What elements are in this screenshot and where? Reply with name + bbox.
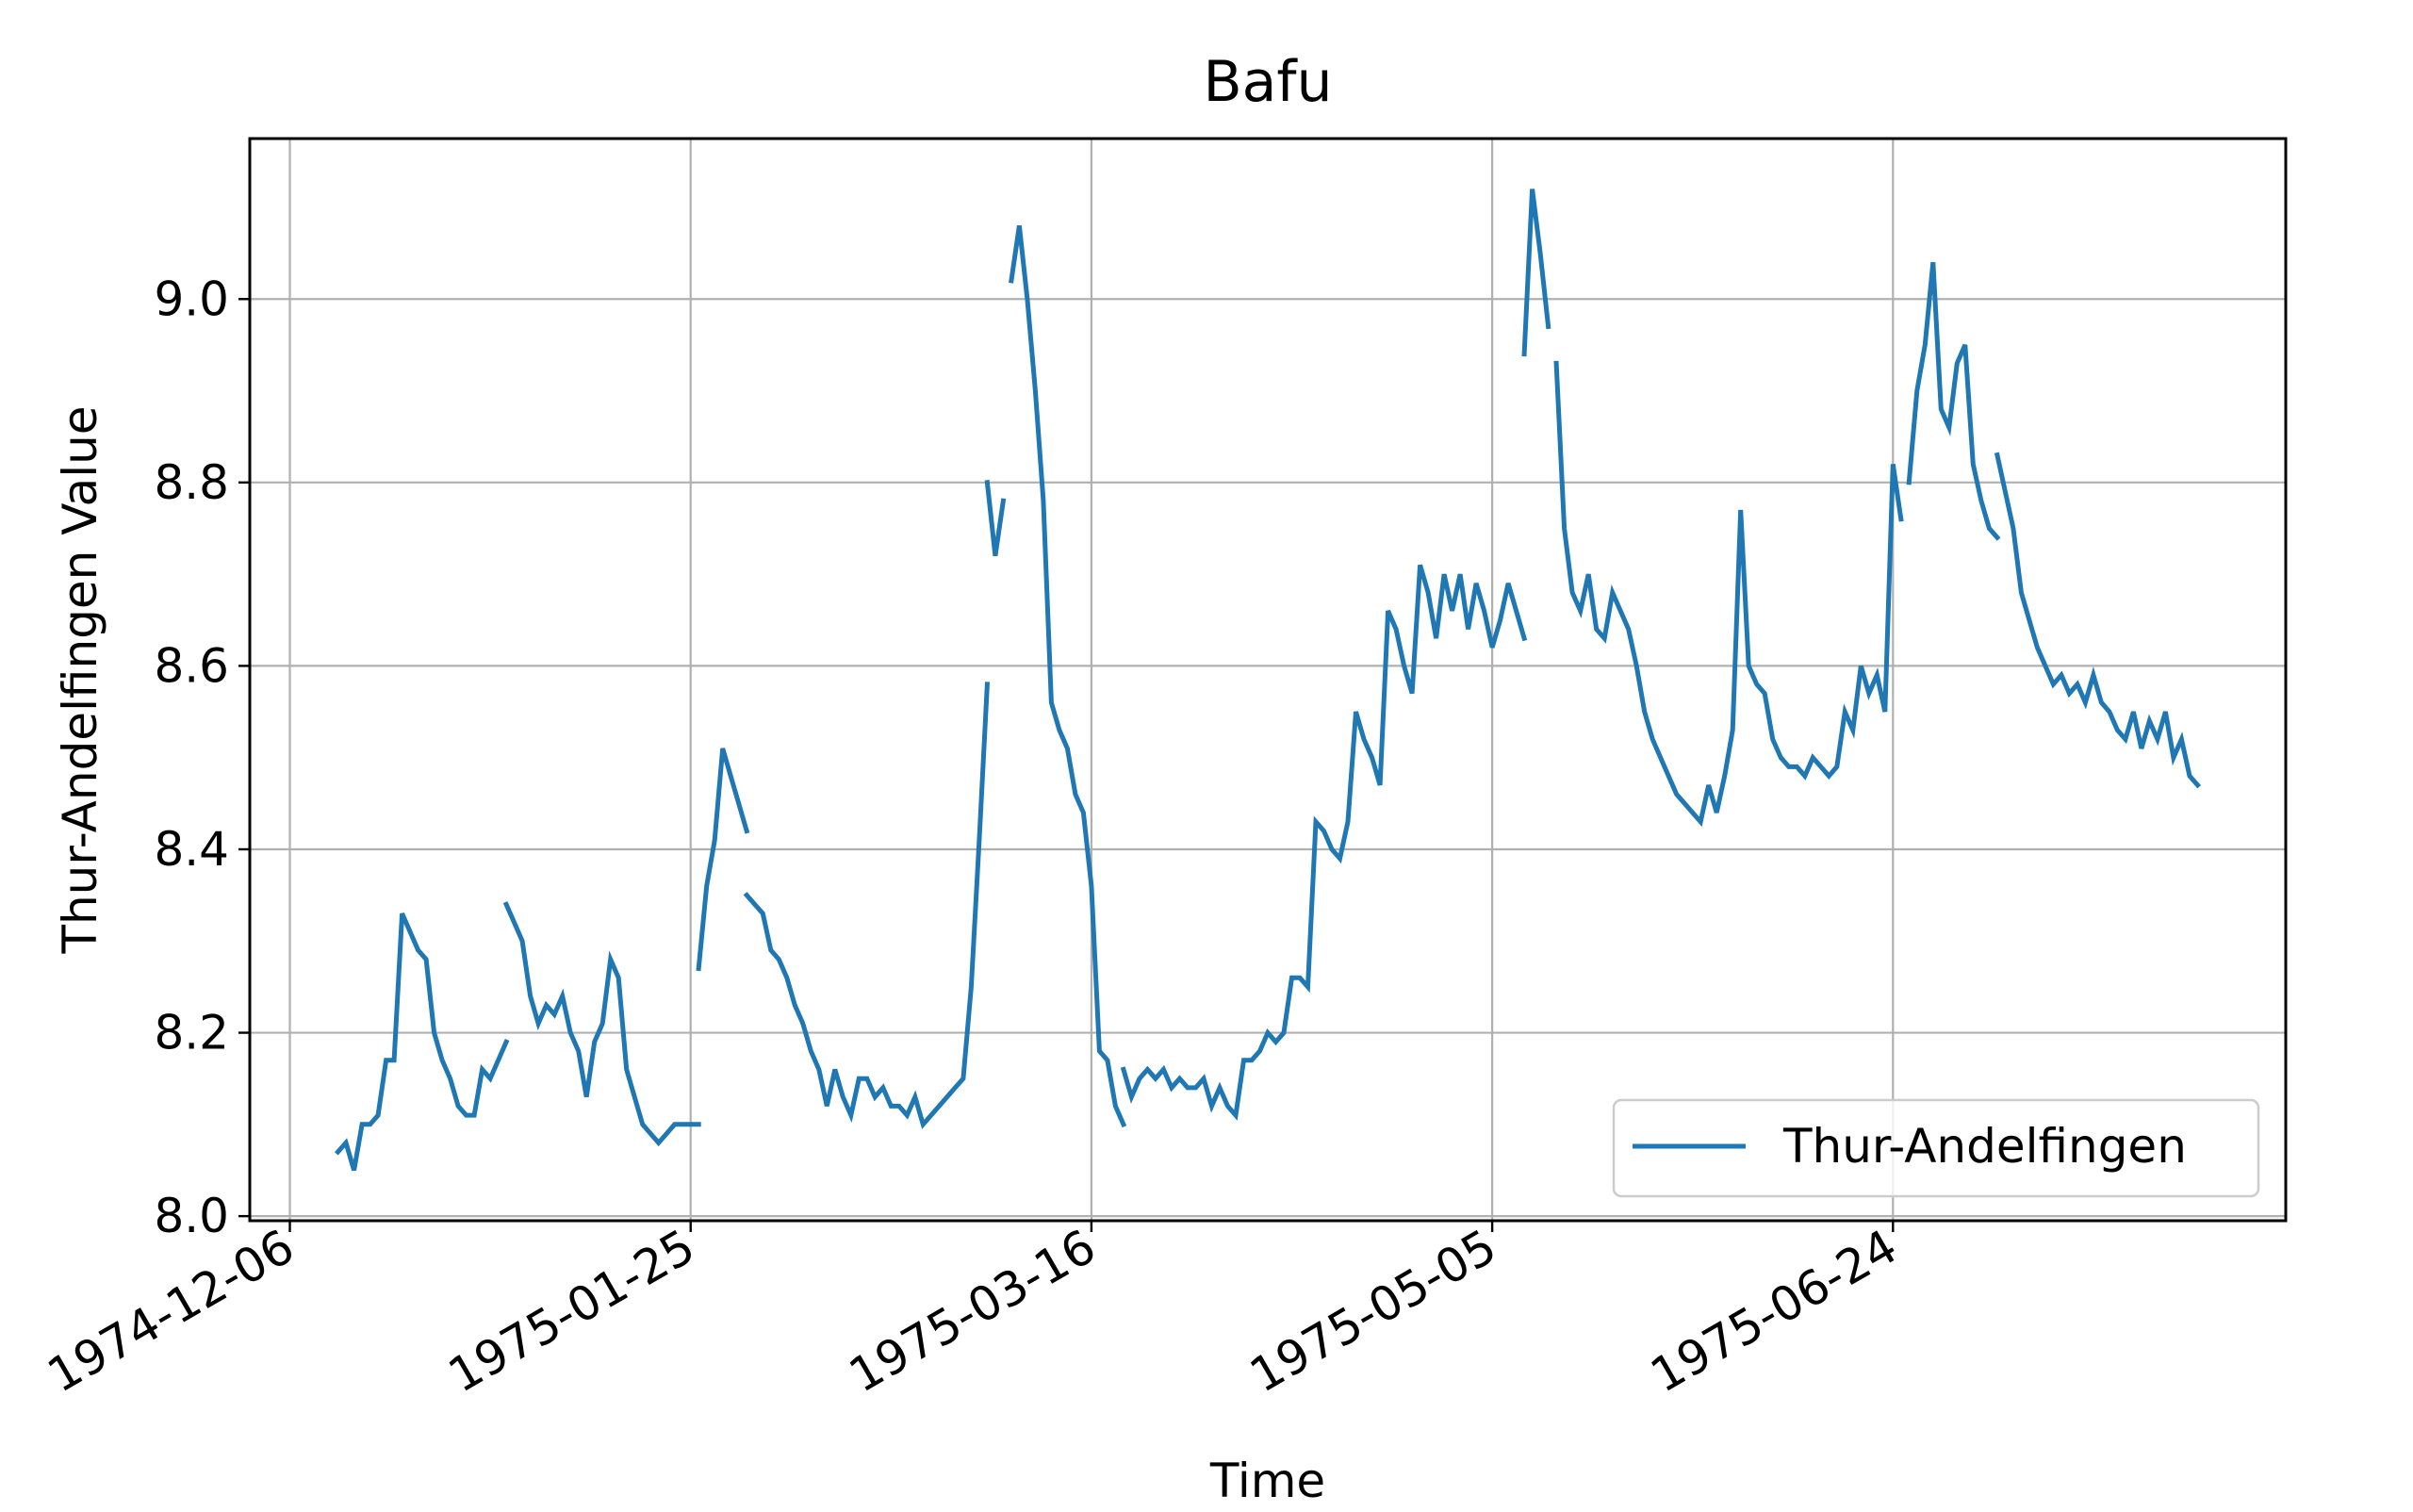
series-layer <box>334 189 2202 1172</box>
y-tick-label: 8.8 <box>154 455 229 510</box>
y-tick-label: 8.0 <box>154 1189 229 1243</box>
series-line-thur-andelfingen <box>696 748 750 972</box>
y-axis: 8.0 8.2 8.4 8.6 8.8 9.0 <box>154 271 250 1243</box>
legend-frame <box>1612 1098 2260 1198</box>
y-tick-label: 8.2 <box>154 1006 229 1060</box>
y-tick-label: 8.6 <box>154 638 229 693</box>
legend: Thur-Andelfingen <box>1612 1098 2260 1198</box>
chart-title: Bafu <box>1203 49 1332 115</box>
series-line-thur-andelfingen <box>502 901 701 1147</box>
series-line-thur-andelfingen <box>1521 189 1551 357</box>
series-line-thur-andelfingen <box>334 912 510 1172</box>
series-line-thur-andelfingen <box>1553 360 1904 828</box>
x-axis-label: Time <box>1209 1454 1325 1508</box>
series-line-thur-andelfingen <box>984 480 1007 557</box>
plot-background <box>250 139 2286 1221</box>
series-line-thur-andelfingen <box>1120 564 1528 1121</box>
series-line-thur-andelfingen <box>1994 452 2202 789</box>
y-axis-label: Thur-Andelfingen Value <box>53 405 107 954</box>
grid-lines <box>250 139 2286 1221</box>
series-line-thur-andelfingen <box>743 682 991 1129</box>
legend-label-thur-andelfingen: Thur-Andelfingen <box>1782 1119 2187 1174</box>
series-line-thur-andelfingen <box>1906 262 2001 541</box>
series-line-thur-andelfingen <box>1009 225 1127 1128</box>
y-tick-label: 8.4 <box>154 822 229 877</box>
plot-frame <box>248 137 2288 1223</box>
y-tick-label: 9.0 <box>154 271 229 326</box>
